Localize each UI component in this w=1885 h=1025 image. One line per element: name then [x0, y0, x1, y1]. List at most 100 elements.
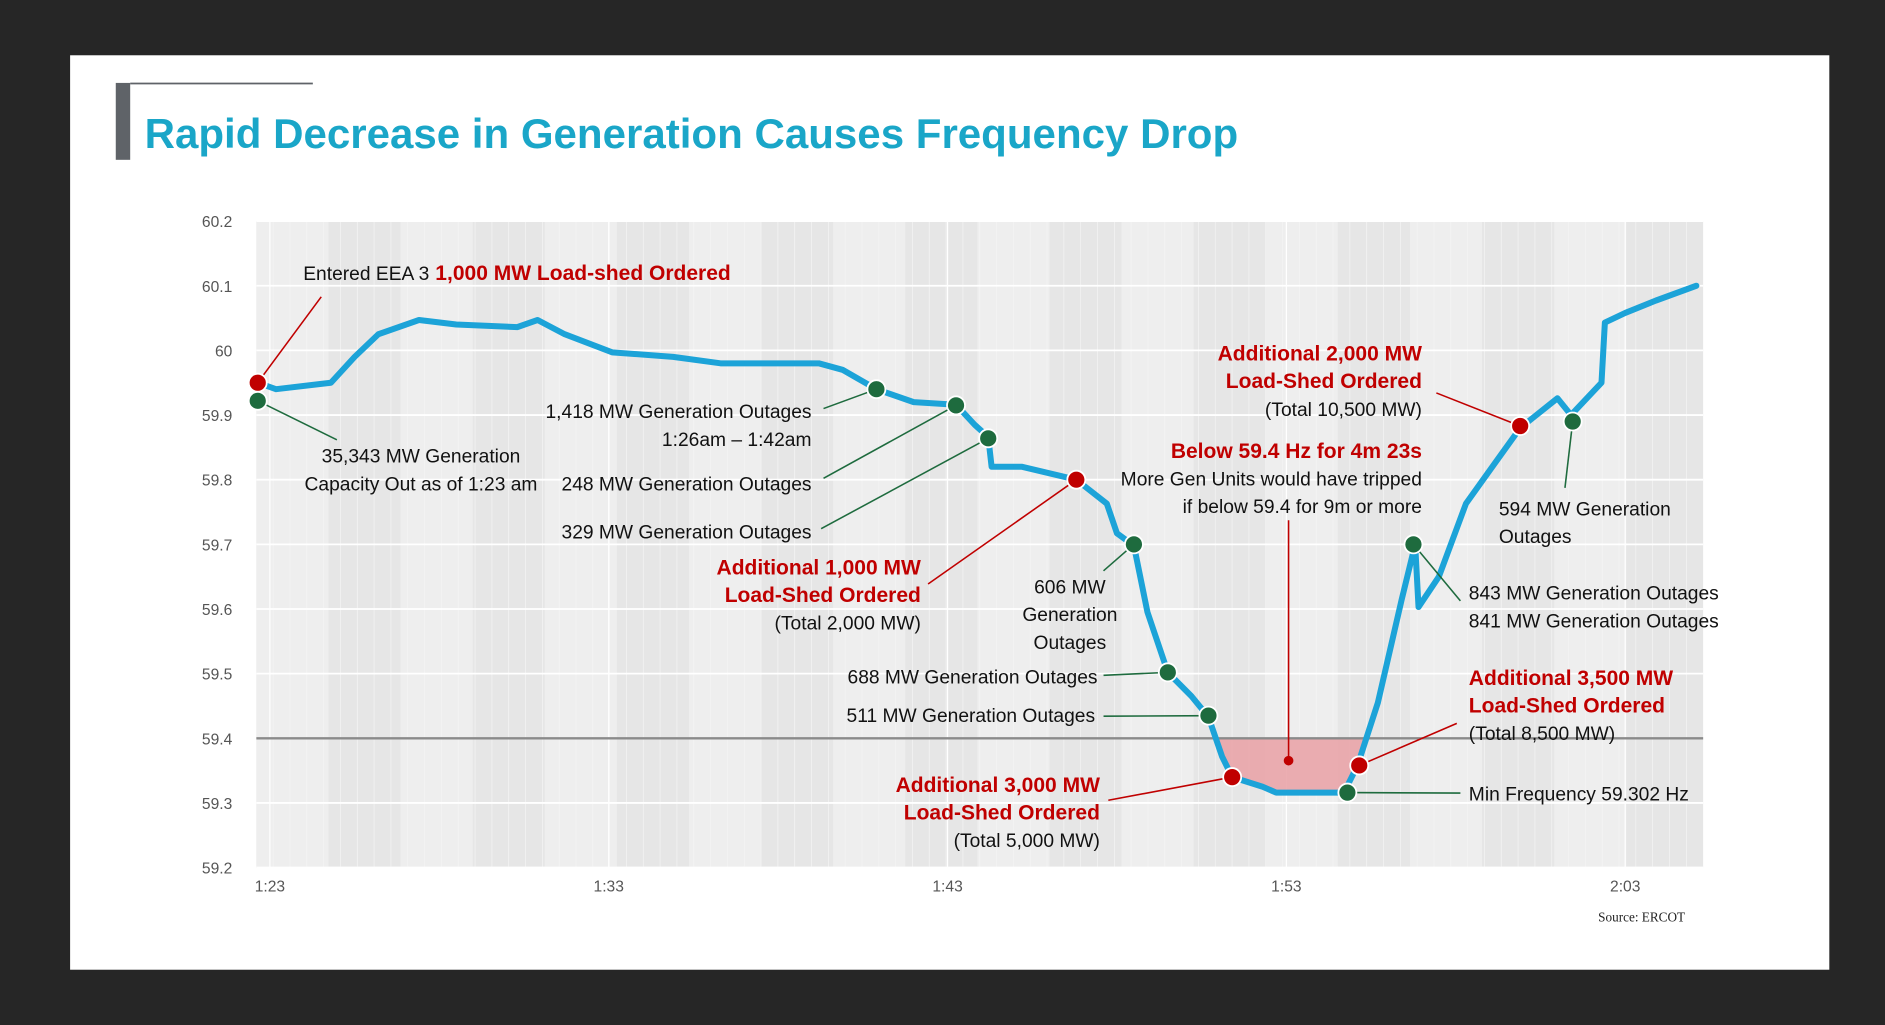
y-tick-label: 59.3: [202, 796, 232, 813]
annotation-text: (Total 10,500 MW): [1265, 400, 1422, 421]
event-marker: [1349, 755, 1370, 776]
annotation-text: Load-Shed Ordered: [725, 584, 921, 607]
annotation: Capacity Out as of 1:23 am: [305, 474, 538, 495]
annotation: Below 59.4 Hz for 4m 23s: [1171, 440, 1422, 463]
event-marker: [1124, 534, 1144, 555]
annotation: 841 MW Generation Outages: [1469, 611, 1719, 632]
x-tick-label: 2:03: [1610, 879, 1640, 896]
event-marker: [247, 372, 268, 393]
y-tick-label: 60: [215, 343, 233, 360]
below-threshold-area: [1215, 738, 1367, 793]
event-marker: [1157, 662, 1178, 683]
y-tick-label: 59.4: [202, 731, 233, 748]
annotation-text: 1,418 MW Generation Outages: [546, 402, 812, 423]
annotation-text: 841 MW Generation Outages: [1469, 611, 1719, 632]
note-dot: [1283, 755, 1294, 766]
annotation: (Total 8,500 MW): [1469, 724, 1615, 745]
annotation-text: Load-Shed Ordered: [904, 802, 1100, 825]
title-bar: [115, 82, 131, 160]
event-marker: [247, 390, 268, 411]
annotation: 248 MW Generation Outages: [562, 474, 812, 495]
annotation: 843 MW Generation Outages: [1469, 584, 1719, 605]
y-tick-label: 60.2: [202, 214, 232, 231]
annotation-text: 329 MW Generation Outages: [562, 522, 812, 543]
annotation: 1,418 MW Generation Outages: [546, 402, 812, 423]
annotation-text: (Total 5,000 MW): [954, 831, 1100, 852]
annotation-text: Additional 2,000 MW: [1218, 342, 1423, 365]
annotation: Outages: [1034, 633, 1107, 654]
event-marker: [978, 428, 999, 449]
event-marker: [1403, 534, 1424, 555]
annotation: Additional 3,000 MW: [896, 774, 1101, 797]
annotation: Additional 3,500 MW: [1469, 667, 1674, 690]
annotation: Min Frequency 59.302 Hz: [1469, 784, 1689, 805]
annotation: Load-Shed Ordered: [1469, 695, 1665, 718]
leader-line: [257, 400, 338, 441]
annotation: if below 59.4 for 9m or more: [1183, 497, 1422, 518]
y-tick-label: 59.8: [202, 473, 232, 490]
annotation-text: Entered EEA 3: [303, 264, 429, 285]
leader-line: [1412, 543, 1462, 602]
y-tick-label: 59.2: [202, 861, 232, 878]
annotation: 511 MW Generation Outages: [847, 706, 1096, 727]
annotation-text: 688 MW Generation Outages: [848, 668, 1098, 689]
annotation-text: 606 MW: [1034, 578, 1106, 599]
annotation: 35,343 MW Generation: [322, 447, 521, 468]
annotation: Generation: [1022, 605, 1117, 626]
annotation-text: 35,343 MW Generation: [322, 447, 521, 468]
annotation: 594 MW Generation: [1499, 500, 1671, 521]
y-tick-label: 59.9: [202, 408, 232, 425]
event-marker: [1198, 705, 1219, 726]
leader-line: [1564, 421, 1574, 488]
x-tick-label: 1:43: [932, 879, 962, 896]
annotation-text: 1:26am – 1:42am: [662, 430, 812, 451]
annotation: Additional 2,000 MW: [1218, 342, 1423, 365]
annotation-text: Min Frequency 59.302 Hz: [1469, 784, 1689, 805]
annotation-text: Below 59.4 Hz for 4m 23s: [1171, 440, 1422, 463]
x-tick-label: 1:53: [1271, 879, 1301, 896]
annotation: Additional 1,000 MW: [717, 556, 922, 579]
leader-line: [1108, 776, 1233, 802]
annotation: (Total 10,500 MW): [1265, 400, 1422, 421]
annotation: Outages: [1499, 527, 1572, 548]
event-marker: [1510, 416, 1531, 436]
annotation: (Total 2,000 MW): [775, 614, 921, 635]
annotation: (Total 5,000 MW): [954, 831, 1100, 852]
x-tick-label: 1:33: [594, 879, 624, 896]
annotation: 688 MW Generation Outages: [848, 668, 1098, 689]
leader-line: [257, 296, 322, 384]
annotation-text: Generation: [1022, 605, 1117, 626]
event-marker: [1562, 411, 1583, 432]
chart-title: Rapid Decrease in Generation Causes Freq…: [145, 110, 1239, 157]
annotation-text: (Total 2,000 MW): [775, 614, 921, 635]
annotation-text: Outages: [1499, 527, 1572, 548]
y-tick-label: 59.6: [202, 602, 232, 619]
annotation-text: Load-Shed Ordered: [1469, 695, 1665, 718]
annotation-text: Load-Shed Ordered: [1226, 370, 1422, 393]
annotation: More Gen Units would have tripped: [1121, 469, 1422, 490]
annotation: 329 MW Generation Outages: [562, 522, 812, 543]
annotation-text: if below 59.4 for 9m or more: [1183, 497, 1422, 518]
leader-line: [823, 404, 957, 479]
leader-line: [1358, 722, 1458, 767]
annotation: Load-Shed Ordered: [904, 802, 1100, 825]
y-tick-label: 60.1: [202, 279, 232, 296]
event-marker: [1337, 782, 1358, 803]
annotation-text: More Gen Units would have tripped: [1121, 469, 1422, 490]
annotation-text: 843 MW Generation Outages: [1469, 584, 1719, 605]
annotation: Entered EEA 3 1,000 MW Load-shed Ordered: [303, 262, 731, 285]
event-marker: [866, 379, 887, 400]
x-tick-label: 1:23: [255, 879, 285, 896]
leader-line: [820, 437, 989, 530]
annotation-text: Additional 3,000 MW: [896, 774, 1101, 797]
annotation-text: Additional 1,000 MW: [717, 556, 922, 579]
leader-line: [1103, 671, 1168, 677]
annotation: Load-Shed Ordered: [1226, 370, 1422, 393]
annotation-text: Capacity Out as of 1:23 am: [305, 474, 538, 495]
event-marker: [1222, 767, 1243, 787]
annotation-text: (Total 8,500 MW): [1469, 724, 1615, 745]
annotation-text: Outages: [1034, 633, 1107, 654]
annotation-text: 1,000 MW Load-shed Ordered: [435, 262, 730, 285]
